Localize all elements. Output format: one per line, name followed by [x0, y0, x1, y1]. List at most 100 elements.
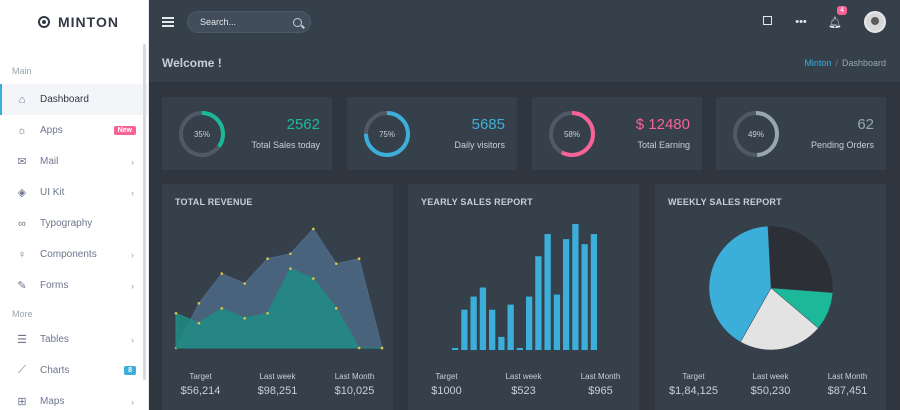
progress-ring — [179, 111, 225, 157]
bell-icon[interactable]: 🔔︎ 4 — [818, 5, 852, 29]
sidebar-item-mail[interactable]: ✉ Mail › — [0, 146, 148, 177]
menu-toggle-icon[interactable] — [162, 17, 174, 27]
sidebar-item-label: UI Kit — [40, 187, 65, 198]
area-point — [197, 321, 201, 325]
sidebar-item-components[interactable]: ♀ Components › — [0, 239, 148, 270]
avatar[interactable] — [864, 11, 886, 33]
panel-title: WEEKLY SALES REPORT — [668, 197, 782, 207]
stat-label: Total Earning — [637, 140, 690, 150]
progress-percent: 75% — [378, 129, 395, 139]
page-title: Welcome ! — [162, 56, 222, 70]
progress-arc — [364, 111, 410, 157]
sidebar-item-label: Mail — [40, 156, 59, 167]
progress-ring — [549, 111, 595, 157]
chevron-right-icon: › — [131, 187, 134, 198]
stat-value: 2562 — [286, 116, 320, 133]
sidebar-item-ui-kit[interactable]: ◈ UI Kit › — [0, 177, 148, 208]
area-point — [220, 307, 224, 310]
bar — [553, 294, 561, 350]
footer-label: Last week — [259, 372, 296, 381]
area-point — [380, 346, 384, 350]
area-point — [334, 262, 338, 265]
search-input[interactable]: Search... — [187, 11, 311, 33]
bar — [590, 234, 598, 350]
bar — [507, 304, 514, 350]
total-revenue-panel: TOTAL REVENUE Target $56,214 Last week $98… — [162, 184, 393, 410]
notification-badge: 4 — [837, 5, 847, 15]
chart-line-icon: ⟋ — [18, 364, 26, 376]
area-point — [243, 316, 246, 320]
stat-card-visitors: 75% 5685 Daily visitors — [347, 97, 517, 170]
bar — [581, 244, 588, 350]
progress-ring — [733, 111, 779, 157]
footer-value: $87,451 — [827, 385, 868, 397]
bar — [535, 256, 542, 350]
pie-slice — [767, 225, 834, 293]
sidebar-item-apps[interactable]: ☼ Apps New — [0, 115, 148, 146]
sidebar-item-tables[interactable]: ☰ Tables › — [0, 324, 148, 355]
footer-value: $10,025 — [334, 385, 375, 397]
new-badge: New — [113, 126, 136, 135]
progress-arc — [549, 111, 595, 157]
pie-slice — [740, 287, 819, 351]
panel-footer: Target $1000 Last week $523 Last Month $965 — [408, 372, 639, 397]
brand-logo[interactable]: MINTON — [0, 0, 148, 44]
area-point — [266, 311, 269, 315]
yearly-bar-chart — [452, 224, 598, 350]
footer-value: $56,214 — [180, 385, 221, 397]
footer-label: Last Month — [580, 372, 621, 381]
charts-count-badge: 8 — [124, 366, 136, 375]
stat-value: 62 — [857, 116, 874, 133]
infinity-icon: ∞ — [18, 217, 26, 230]
chevron-right-icon: › — [131, 156, 134, 167]
footer-label: Target — [682, 372, 705, 381]
footer-value: $50,230 — [750, 385, 791, 397]
area-point — [334, 307, 338, 310]
sidebar-item-dashboard[interactable]: ⌂ Dashboard — [0, 84, 148, 115]
search-icon[interactable] — [293, 17, 302, 27]
sidebar-item-label: Typography — [40, 218, 93, 229]
area-point — [197, 302, 201, 305]
bar — [452, 347, 459, 350]
bar — [544, 234, 551, 350]
sidebar-item-label: Charts — [40, 365, 70, 376]
sidebar-item-label: Forms — [40, 280, 69, 291]
area-series-2 — [175, 267, 382, 349]
bar — [461, 309, 468, 350]
area-point — [220, 272, 224, 275]
area-point — [312, 277, 315, 280]
more-dots-icon[interactable]: ••• — [795, 16, 807, 28]
footer-label: Target — [435, 372, 458, 381]
panel-title: TOTAL REVENUE — [175, 197, 253, 207]
chevron-right-icon: › — [131, 396, 134, 407]
stat-card-pending: 49% 62 Pending Orders — [716, 97, 886, 170]
panel-title: YEARLY SALES REPORT — [421, 197, 533, 207]
footer-value: $965 — [588, 385, 613, 397]
bar — [498, 336, 505, 350]
progress-ring — [364, 111, 410, 157]
list-icon: ☰ — [17, 334, 27, 346]
revenue-area-chart — [174, 227, 384, 350]
progress-arc — [179, 111, 225, 157]
footer-label: Last week — [505, 372, 542, 381]
progress-percent: 35% — [193, 129, 210, 139]
sidebar-item-typography[interactable]: ∞ Typography — [0, 208, 148, 239]
apps-icon: ☼ — [16, 124, 28, 137]
sidebar-scrollbar[interactable] — [143, 44, 146, 380]
weekly-sales-panel: WEEKLY SALES REPORT Target $1,84,125 Last… — [655, 184, 886, 410]
bar — [516, 347, 524, 350]
bar — [489, 309, 496, 350]
breadcrumb-link-minton[interactable]: Minton — [804, 58, 832, 68]
home-icon: ⌂ — [18, 93, 26, 106]
paint-icon: ◈ — [17, 187, 27, 199]
topbar: Search... ••• 🔔︎ 4 — [149, 0, 900, 44]
fullscreen-icon[interactable] — [750, 16, 784, 28]
sidebar-item-maps[interactable]: ⊞ Maps › — [0, 386, 148, 410]
pie-slice — [708, 225, 772, 343]
footer-value: $98,251 — [257, 385, 298, 397]
sidebar-item-charts[interactable]: ⟋ Charts 8 — [0, 355, 148, 386]
sidebar-item-forms[interactable]: ✎ Forms › — [0, 270, 148, 301]
bar — [526, 296, 533, 350]
stat-value: $ 12480 — [635, 116, 690, 133]
chevron-right-icon: › — [131, 334, 134, 345]
